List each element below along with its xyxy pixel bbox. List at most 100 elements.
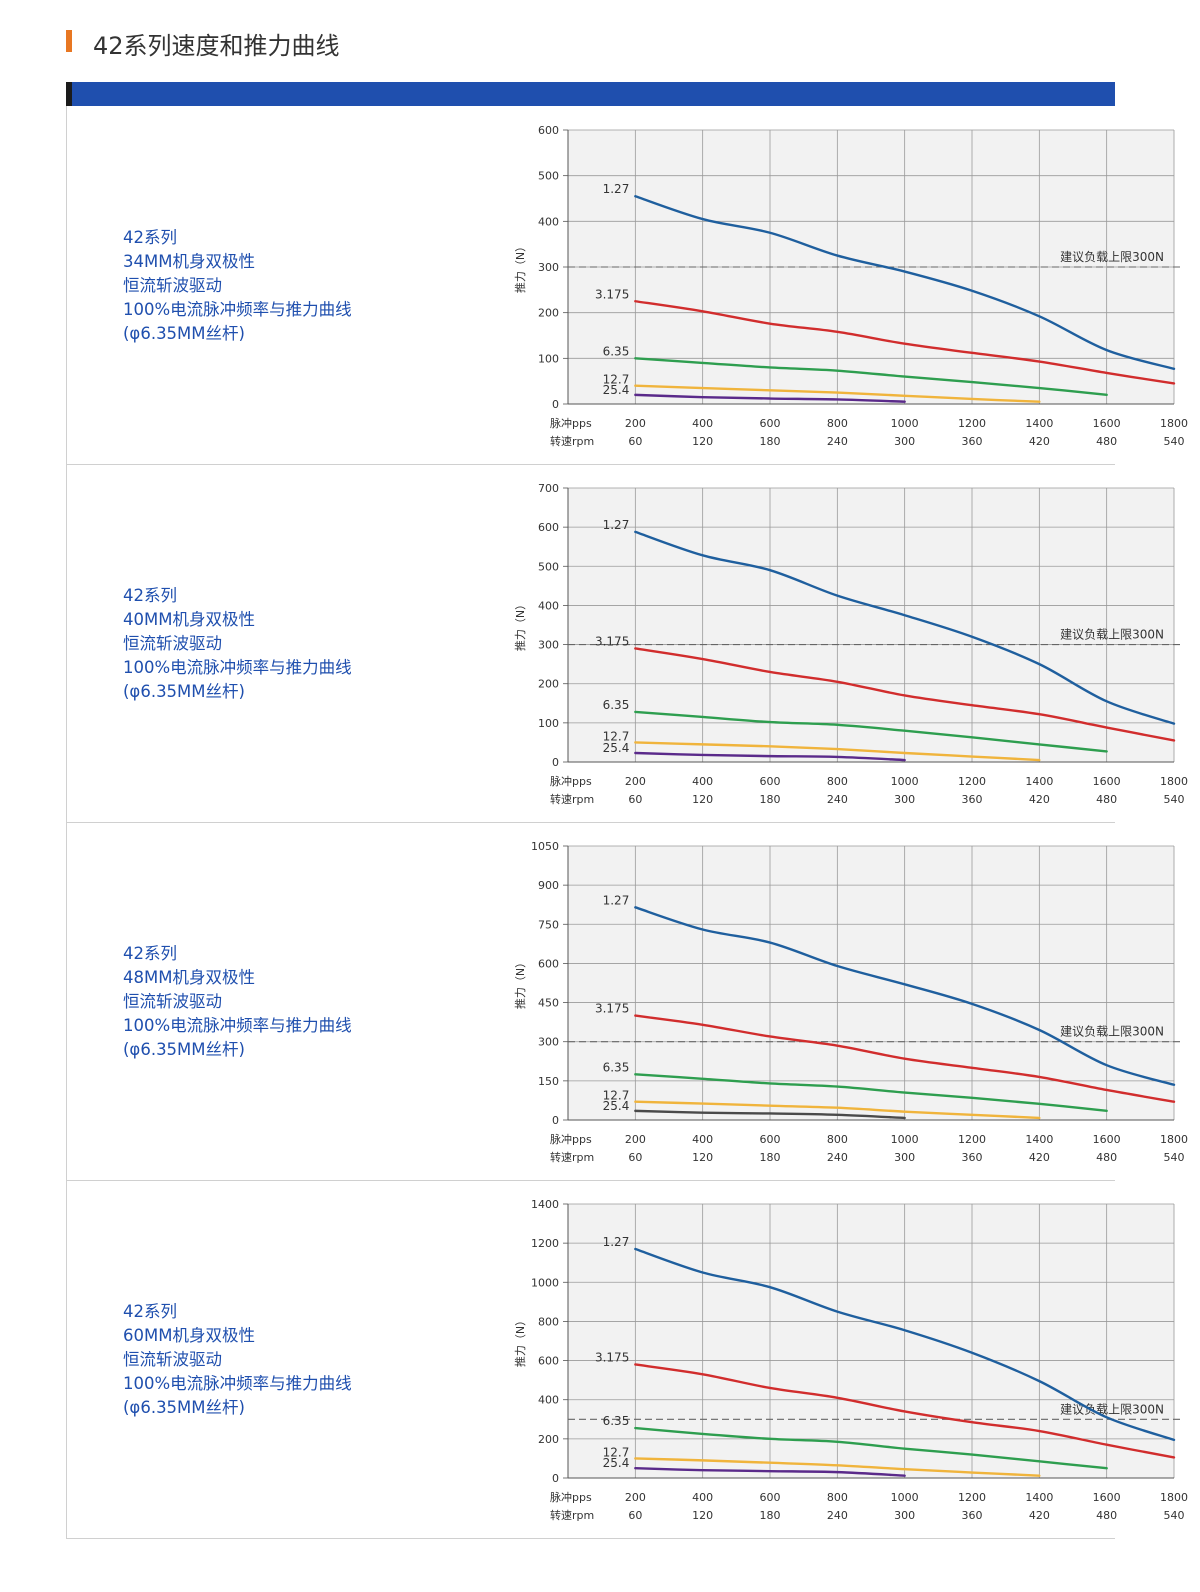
series-line-1-27: [634, 906, 1176, 1086]
x-tick-label-pps: 800: [827, 417, 848, 430]
y-tick-label: 0: [552, 1114, 559, 1127]
row-description: 42系列 48MM机身双极性 恒流斩波驱动 100%电流脉冲频率与推力曲线 (φ6.35…: [123, 942, 443, 1062]
series-line-12-7: [634, 1100, 1041, 1120]
x-tick-label-pps: 600: [760, 417, 781, 430]
x-tick-label-rpm: 300: [894, 435, 915, 448]
description-line: 100%电流脉冲频率与推力曲线: [123, 658, 352, 677]
description-line: (φ6.35MM丝杆): [123, 324, 245, 343]
x-tick-label-pps: 600: [760, 1491, 781, 1504]
series-line-1-27: [634, 530, 1176, 725]
series-label: 6.35: [603, 1060, 630, 1074]
series-label: 12.7: [603, 373, 630, 387]
y-tick-label: 100: [538, 717, 559, 730]
x-tick-label-rpm: 120: [692, 793, 713, 806]
x-tick-label-rpm: 60: [628, 1509, 642, 1522]
y-axis-label: 推力（N）: [513, 599, 527, 651]
x-tick-label-pps: 400: [692, 1133, 713, 1146]
x-axis-label-pps: 脉冲pps: [550, 416, 592, 430]
y-axis-label: 推力（N）: [513, 957, 527, 1009]
header-band: [66, 82, 1115, 106]
y-tick-label: 200: [538, 1433, 559, 1446]
series-line-1-27: [634, 195, 1176, 371]
x-tick-label-rpm: 480: [1096, 793, 1117, 806]
description-line: 恒流斩波驱动: [123, 634, 222, 653]
description-line: 42系列: [123, 586, 177, 605]
x-tick-label-pps: 1800: [1160, 775, 1188, 788]
series-line-6-35: [634, 357, 1108, 397]
chart-row: 42系列 34MM机身双极性 恒流斩波驱动 100%电流脉冲频率与推力曲线 (φ6.35…: [66, 106, 1188, 465]
description-line: 100%电流脉冲频率与推力曲线: [123, 300, 352, 319]
x-tick-label-pps: 1400: [1025, 1133, 1053, 1146]
series-label: 25.4: [603, 1099, 630, 1113]
x-tick-label-pps: 600: [760, 1133, 781, 1146]
x-tick-label-pps: 1600: [1093, 417, 1121, 430]
x-tick-label-pps: 200: [625, 417, 646, 430]
x-tick-label-rpm: 60: [628, 793, 642, 806]
description-line: (φ6.35MM丝杆): [123, 682, 245, 701]
x-tick-label-pps: 1200: [958, 775, 986, 788]
x-tick-label-pps: 800: [827, 775, 848, 788]
y-tick-label: 200: [538, 307, 559, 320]
series-line-25-4: [634, 1467, 906, 1477]
x-tick-label-pps: 1000: [891, 775, 919, 788]
y-tick-label: 800: [538, 1315, 559, 1328]
x-tick-label-pps: 600: [760, 775, 781, 788]
x-tick-label-rpm: 420: [1029, 1151, 1050, 1164]
y-tick-label: 100: [538, 352, 559, 365]
y-tick-label: 400: [538, 1394, 559, 1407]
series-label: 12.7: [603, 1089, 630, 1103]
y-tick-label: 750: [538, 918, 559, 931]
x-tick-label-pps: 1800: [1160, 417, 1188, 430]
x-tick-label-pps: 200: [625, 1491, 646, 1504]
y-tick-label: 0: [552, 1472, 559, 1485]
x-tick-label-pps: 1200: [958, 1133, 986, 1146]
series-label: 6.35: [603, 698, 630, 712]
x-tick-label-pps: 1600: [1093, 1133, 1121, 1146]
x-tick-label-pps: 200: [625, 775, 646, 788]
series-line-25-4: [634, 1109, 906, 1120]
series-label: 3.175: [595, 287, 629, 301]
y-tick-label: 300: [538, 1036, 559, 1049]
plot-area: [568, 846, 1174, 1120]
description-line: 42系列: [123, 944, 177, 963]
series-label: 12.7: [603, 729, 630, 743]
x-tick-label-pps: 1600: [1093, 775, 1121, 788]
y-tick-label: 450: [538, 997, 559, 1010]
description-line: 恒流斩波驱动: [123, 1350, 222, 1369]
x-tick-label-rpm: 180: [760, 793, 781, 806]
x-tick-label-rpm: 360: [962, 1151, 983, 1164]
x-tick-label-rpm: 300: [894, 1151, 915, 1164]
series-label: 25.4: [603, 741, 630, 755]
x-axis-label-rpm: 转速rpm: [550, 1508, 594, 1522]
y-tick-label: 1050: [531, 840, 559, 853]
y-tick-label: 400: [538, 215, 559, 228]
x-tick-label-rpm: 180: [760, 1151, 781, 1164]
series-line-25-4: [634, 393, 906, 403]
x-tick-label-pps: 1400: [1025, 775, 1053, 788]
thrust-chart: 0 150 300 450 600 750 900 1050 200 60 400 120 600 180…: [513, 840, 1188, 1164]
y-tick-label: 500: [538, 560, 559, 573]
page-title: 42系列速度和推力曲线: [93, 32, 340, 60]
series-label: 1.27: [603, 893, 630, 907]
load-limit-label: 建议负载上限300N: [1060, 1402, 1164, 1416]
x-axis-label-pps: 脉冲pps: [550, 774, 592, 788]
x-tick-label-rpm: 360: [962, 793, 983, 806]
x-tick-label-rpm: 300: [894, 1509, 915, 1522]
x-tick-label-rpm: 240: [827, 1151, 848, 1164]
row-description: 42系列 34MM机身双极性 恒流斩波驱动 100%电流脉冲频率与推力曲线 (φ6.35…: [123, 226, 443, 346]
row-description: 42系列 40MM机身双极性 恒流斩波驱动 100%电流脉冲频率与推力曲线 (φ6.35…: [123, 584, 443, 704]
series-line-1-27: [634, 1247, 1176, 1442]
series-label: 25.4: [603, 383, 630, 397]
chart-row: 42系列 60MM机身双极性 恒流斩波驱动 100%电流脉冲频率与推力曲线 (φ6.35…: [66, 1180, 1188, 1539]
x-tick-label-rpm: 60: [628, 1151, 642, 1164]
series-label: 1.27: [603, 518, 630, 532]
x-tick-label-pps: 1800: [1160, 1133, 1188, 1146]
series-label: 1.27: [603, 1235, 630, 1249]
load-limit-label: 建议负载上限300N: [1060, 250, 1164, 264]
y-tick-label: 400: [538, 599, 559, 612]
x-tick-label-pps: 800: [827, 1491, 848, 1504]
series-line-6-35: [634, 1426, 1108, 1470]
series-label: 25.4: [603, 1456, 630, 1470]
series-line-12-7: [634, 1457, 1041, 1477]
y-tick-label: 200: [538, 678, 559, 691]
